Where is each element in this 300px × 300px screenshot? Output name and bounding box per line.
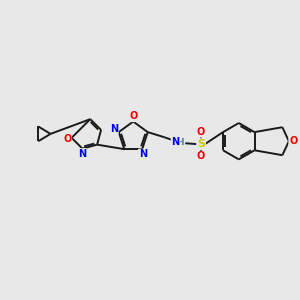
Text: N: N xyxy=(172,137,180,147)
Text: O: O xyxy=(197,127,205,137)
Text: N: N xyxy=(139,149,147,159)
Text: O: O xyxy=(130,111,138,121)
Text: N: N xyxy=(110,124,118,134)
Text: N: N xyxy=(78,149,86,159)
Text: O: O xyxy=(63,134,71,144)
Text: O: O xyxy=(289,136,297,146)
Text: H: H xyxy=(176,138,184,147)
Text: O: O xyxy=(197,152,205,161)
Text: S: S xyxy=(197,139,205,149)
